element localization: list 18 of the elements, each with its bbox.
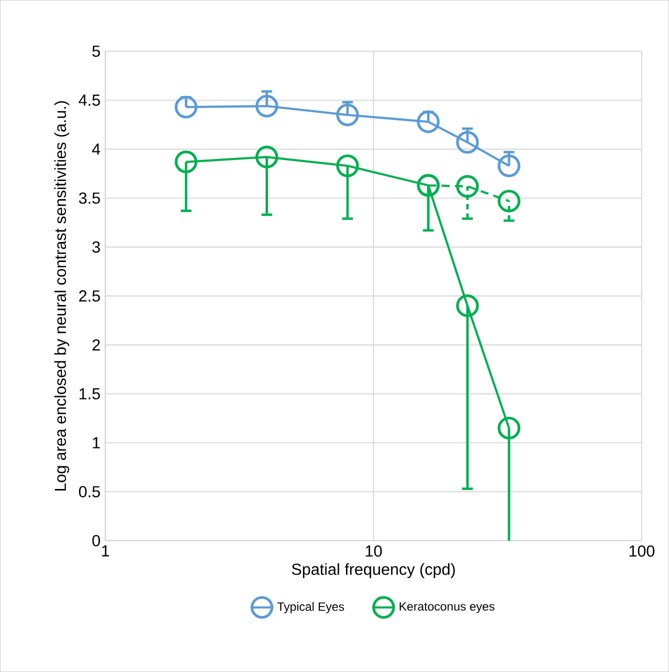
y-tick-label: 4 (92, 144, 100, 155)
y-tick-label: 1 (92, 437, 100, 448)
y-tick-label: 4.5 (78, 94, 100, 106)
y-tick-label: 0 (92, 534, 100, 546)
y-axis-title: Log area enclosed by neural contrast sensitivities (a.u.) (54, 101, 70, 490)
y-tick-label: 3 (92, 241, 100, 253)
legend-label: Keratoconus eyes (400, 602, 494, 614)
x-tick-label: 10 (366, 545, 382, 557)
y-tick-label: 2.5 (79, 290, 100, 302)
y-tick-label: 5 (92, 46, 100, 57)
x-tick-label: 100 (630, 545, 654, 557)
y-tick-label: 0.5 (78, 486, 100, 498)
y-tick-label: 3.5 (78, 192, 100, 204)
y-tick-label: 1.5 (80, 388, 100, 400)
y-tick-label: 2 (92, 339, 100, 350)
legend-label: Typical Eyes (277, 602, 344, 614)
x-tick-label: 1 (102, 545, 110, 556)
x-axis-title: Spatial frequency (cpd) (292, 563, 455, 578)
